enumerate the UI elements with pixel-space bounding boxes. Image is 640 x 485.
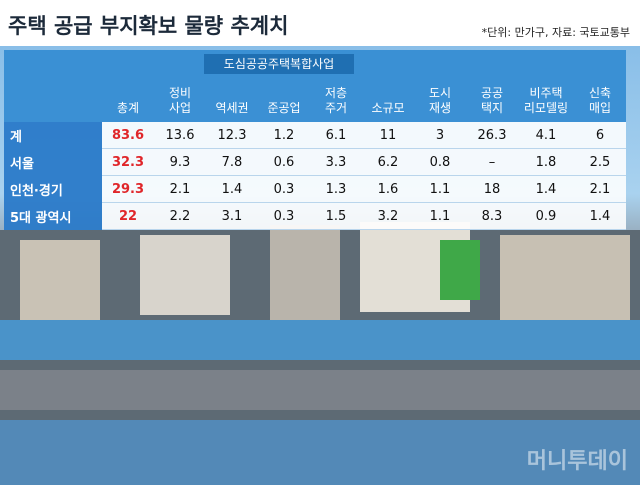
table-cell: 0.3 bbox=[258, 202, 310, 230]
table-cell: 6.1 bbox=[310, 122, 362, 149]
source-note: *단위: 만가구, 자료: 국토교통부 bbox=[481, 26, 630, 39]
table-cell: 1.3 bbox=[310, 175, 362, 203]
row-label: 5대 광역시 bbox=[4, 202, 102, 230]
data-row: 서울 32.3 9.3 7.8 0.6 3.3 6.2 0.8–1.8 2.5 bbox=[4, 148, 626, 176]
header-row: 총계 정비 사업 역세권 준공업 저층 주거 소규모 도시 재생 공공 택지 비주택 리모델링 신… bbox=[4, 50, 626, 122]
table-cell: 1.4 bbox=[518, 175, 574, 203]
table-cell: 9.3 bbox=[154, 148, 206, 176]
row-label: 계 bbox=[4, 122, 102, 149]
row-label: 인천·경기 bbox=[4, 175, 102, 203]
table-cell: 83.6 bbox=[102, 122, 154, 149]
table-cell: 2.1 bbox=[154, 175, 206, 203]
table-cell: 29.3 bbox=[102, 175, 154, 203]
column-header: 신축 매입 bbox=[574, 50, 626, 122]
data-table: 총계 정비 사업 역세권 준공업 저층 주거 소규모 도시 재생 공공 택지 비주택 리모델링 신… bbox=[4, 50, 626, 230]
table-cell: 4.1 bbox=[518, 122, 574, 149]
column-header: 정비 사업 bbox=[154, 50, 206, 122]
table-cell: – bbox=[466, 148, 518, 176]
title: 주택 공급 부지확보 물량 추계치 bbox=[8, 14, 289, 38]
table-cell: 6.2 bbox=[362, 148, 414, 176]
table-cell: 32.3 bbox=[102, 148, 154, 176]
group-header: 도심공공주택복합사업 bbox=[204, 54, 354, 74]
table-cell: 3.3 bbox=[310, 148, 362, 176]
column-header: 총계 bbox=[102, 50, 154, 122]
table-cell: 3 bbox=[414, 122, 466, 149]
table-cell: 1.8 bbox=[518, 148, 574, 176]
column-header: 비주택 리모델링 bbox=[518, 50, 574, 122]
title-bar: 주택 공급 부지확보 물량 추계치 *단위: 만가구, 자료: 국토교통부 bbox=[0, 0, 640, 46]
corner-cell bbox=[4, 50, 102, 122]
column-header: 도시 재생 bbox=[414, 50, 466, 122]
table-cell: 0.9 bbox=[518, 202, 574, 230]
table-cell: 13.6 bbox=[154, 122, 206, 149]
table-cell: 22 bbox=[102, 202, 154, 230]
table-cell: 8.3 bbox=[466, 202, 518, 230]
column-header: 공공 택지 bbox=[466, 50, 518, 122]
table-cell: 1.1 bbox=[414, 175, 466, 203]
table-cell: 1.2 bbox=[258, 122, 310, 149]
watermark: 머니투데이 bbox=[526, 449, 628, 474]
table-cell: 2.5 bbox=[574, 148, 626, 176]
table-cell: 1.4 bbox=[574, 202, 626, 230]
table-cell: 26.3 bbox=[466, 122, 518, 149]
table-cell: 11 bbox=[362, 122, 414, 149]
table-cell: 12.3 bbox=[206, 122, 258, 149]
table-cell: 2.2 bbox=[154, 202, 206, 230]
data-row: 계 83.6 13.6 12.3 1.2 6.1 11 3 26.3 4.1 6 bbox=[4, 122, 626, 149]
table-cell: 1.5 bbox=[310, 202, 362, 230]
table-cell: 1.4 bbox=[206, 175, 258, 203]
table-cell: 0.6 bbox=[258, 148, 310, 176]
table-cell: 1.6 bbox=[362, 175, 414, 203]
data-row: 5대 광역시 22 2.2 3.1 0.3 1.5 3.2 1.1 8.3 0.9 1.4 bbox=[4, 202, 626, 230]
table-cell: 2.1 bbox=[574, 175, 626, 203]
table-cell: 3.2 bbox=[362, 202, 414, 230]
table-cell: 1.1 bbox=[414, 202, 466, 230]
table-cell: 7.8 bbox=[206, 148, 258, 176]
table-cell: 0.8 bbox=[414, 148, 466, 176]
data-row: 인천·경기 29.3 2.1 1.4 0.3 1.3 1.6 1.1 18 1.4 2.1 bbox=[4, 175, 626, 203]
table-cell: 3.1 bbox=[206, 202, 258, 230]
table-cell: 6 bbox=[574, 122, 626, 149]
table-cell: 18 bbox=[466, 175, 518, 203]
row-label: 서울 bbox=[4, 148, 102, 176]
column-header: 소규모 bbox=[362, 50, 414, 122]
table-cell: 0.3 bbox=[258, 175, 310, 203]
